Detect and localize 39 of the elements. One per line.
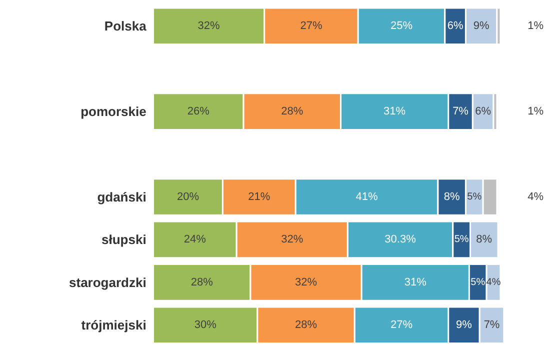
data-label: 32%: [295, 276, 318, 288]
data-label: 5%: [470, 276, 486, 288]
y-tick-label: pomorskie: [80, 104, 146, 120]
data-label: 32%: [198, 20, 220, 32]
data-label: 8%: [476, 234, 492, 246]
data-label: 31%: [404, 276, 427, 288]
data-label: 28%: [281, 106, 304, 118]
data-label: 4%: [528, 190, 544, 203]
data-label: 28%: [190, 276, 214, 288]
data-label: 7%: [452, 106, 469, 118]
data-label: 1%: [528, 20, 544, 32]
y-tick-label: słupski: [102, 232, 146, 248]
data-label: 30%: [194, 319, 217, 332]
data-label: 27%: [300, 20, 322, 32]
data-label: 24%: [184, 234, 206, 246]
data-label: 6%: [447, 20, 464, 32]
data-label: 28%: [295, 319, 318, 332]
data-label: 21%: [248, 190, 270, 203]
data-label: 9%: [473, 20, 490, 32]
data-label: 31%: [384, 106, 406, 118]
data-label: 1%: [528, 106, 544, 118]
data-label: 41%: [356, 190, 378, 203]
data-label: 27%: [390, 319, 413, 332]
data-label: 30.3%: [384, 234, 416, 246]
data-label: 7%: [484, 319, 500, 332]
data-label: 5%: [454, 234, 469, 246]
data-label: 25%: [390, 20, 413, 32]
data-label: 9%: [456, 319, 472, 332]
data-label: 6%: [475, 106, 492, 118]
y-tick-label: gdański: [97, 189, 146, 204]
data-label: 26%: [187, 106, 210, 118]
data-label: 32%: [281, 234, 304, 246]
y-tick-label: starogardzki: [69, 274, 146, 290]
y-tick-label: trójmiejski: [81, 318, 146, 333]
y-tick-label: Polska: [104, 18, 148, 34]
data-label: 8%: [444, 190, 460, 203]
data-label: 5%: [467, 191, 482, 202]
data-label: 20%: [176, 190, 200, 203]
data-label: 4%: [486, 276, 501, 288]
